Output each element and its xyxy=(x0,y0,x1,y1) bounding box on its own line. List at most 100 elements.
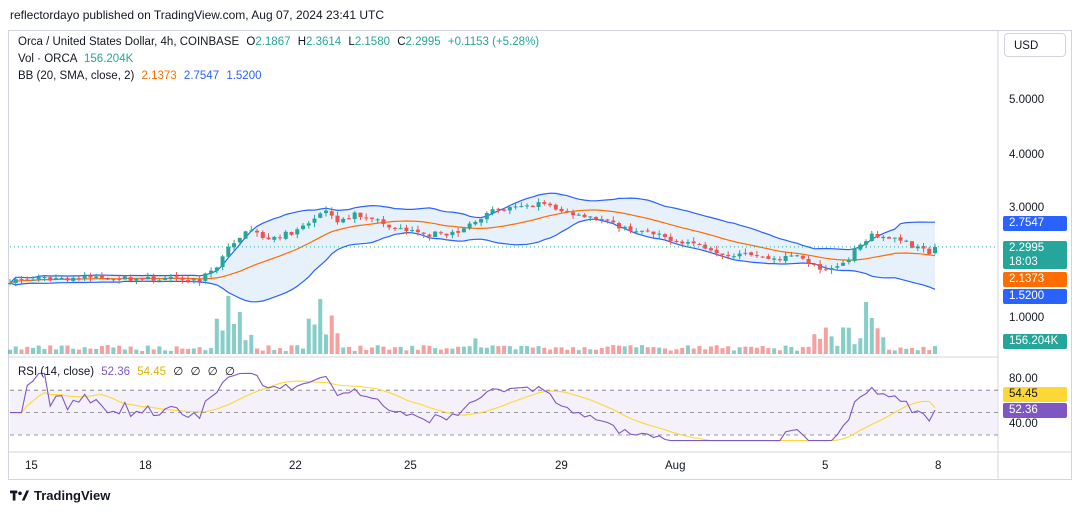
volume-bar xyxy=(387,349,392,354)
candle-body xyxy=(611,220,616,223)
candle-body xyxy=(892,237,897,239)
candle-body xyxy=(576,214,581,216)
volume-bar xyxy=(352,350,357,354)
volume-bar xyxy=(507,346,512,354)
volume-bar xyxy=(404,350,409,354)
candle-body xyxy=(232,243,237,248)
volume-bar xyxy=(444,348,449,354)
volume-bar xyxy=(869,318,874,354)
volume-bar xyxy=(174,346,179,354)
candle-body xyxy=(381,219,386,225)
volume-bar xyxy=(651,347,656,354)
candle-body xyxy=(283,231,288,239)
volume-bar xyxy=(71,348,76,354)
currency-button[interactable]: USD xyxy=(1004,33,1066,57)
candle-body xyxy=(82,275,87,279)
candle-body xyxy=(772,258,777,260)
candle-body xyxy=(662,234,667,237)
candle-body xyxy=(266,237,271,240)
bb-mid-tag: 2.1373 xyxy=(1003,272,1067,287)
volume-bar xyxy=(772,348,777,354)
volume-bar xyxy=(99,346,104,354)
volume-bar xyxy=(496,346,501,354)
volume-bar xyxy=(433,348,438,354)
candle-body xyxy=(530,205,535,208)
volume-bar xyxy=(381,346,386,354)
candle-body xyxy=(36,277,41,280)
volume-bar xyxy=(513,349,518,354)
candle-body xyxy=(490,209,495,214)
volume-bar xyxy=(576,350,581,354)
volume-bar xyxy=(731,350,736,354)
candle-body xyxy=(392,227,397,229)
volume-bar xyxy=(812,334,817,354)
time-tick-5: 5 xyxy=(822,460,829,472)
candle-body xyxy=(191,279,196,281)
candle-body xyxy=(249,230,254,232)
volume-bar xyxy=(473,338,478,354)
bb-legend: BB (20, SMA, close, 2) 2.1373 2.7547 1.5… xyxy=(18,70,262,82)
candle-countdown: 18:03 xyxy=(1009,256,1038,268)
volume-bar xyxy=(726,346,731,354)
candle-body xyxy=(766,256,771,259)
volume-bar xyxy=(42,349,47,354)
candle-body xyxy=(680,241,685,244)
volume-bar xyxy=(645,347,650,354)
candle-body xyxy=(456,231,461,233)
volume-bar xyxy=(65,345,70,354)
candle-body xyxy=(427,234,432,237)
candle-body xyxy=(163,277,168,280)
tradingview-footer[interactable]: TradingView xyxy=(10,488,110,503)
candle-body xyxy=(7,283,13,285)
candle-body xyxy=(674,240,679,242)
volume-bar xyxy=(737,347,742,354)
candle-body xyxy=(13,279,18,283)
volume-bar xyxy=(318,299,323,354)
candle-body xyxy=(473,221,478,225)
volume-bar xyxy=(553,347,558,354)
volume-bar xyxy=(335,333,340,354)
volume-bar xyxy=(594,349,599,354)
attribution-text: reflectordayo published on TradingView.c… xyxy=(10,8,385,22)
volume-bar xyxy=(662,348,667,354)
price-tick-1: 1.0000 xyxy=(1009,312,1045,324)
volume-bar xyxy=(392,347,397,354)
volume-bar xyxy=(421,345,426,354)
volume-bar xyxy=(490,345,495,354)
candle-body xyxy=(76,278,81,280)
volume-bar xyxy=(450,348,455,354)
candle-body xyxy=(410,230,415,232)
candle-body xyxy=(369,217,374,219)
candle-body xyxy=(375,219,380,221)
candle-body xyxy=(53,278,58,280)
volume-bar xyxy=(243,340,248,354)
volume-bar xyxy=(59,345,64,354)
candle-body xyxy=(461,228,466,233)
candle-body xyxy=(295,229,300,235)
candle-body xyxy=(88,275,93,278)
volume-bar xyxy=(53,349,58,354)
candle-body xyxy=(19,278,24,280)
volume-bar xyxy=(668,350,673,354)
volume-bar xyxy=(639,345,644,354)
volume-bar xyxy=(249,334,254,354)
candle-body xyxy=(237,237,242,243)
candle-body xyxy=(795,255,800,257)
volume-bar xyxy=(76,349,81,354)
candle-body xyxy=(94,276,99,278)
volume-bar xyxy=(157,346,162,354)
volume-bar xyxy=(82,347,87,354)
volume-bar xyxy=(134,349,139,354)
volume-bar xyxy=(720,348,725,354)
candle-body xyxy=(622,226,627,229)
rsi-extras: ∅ ∅ ∅ ∅ xyxy=(173,366,237,378)
volume-bar xyxy=(743,346,748,354)
volume-bar xyxy=(329,315,334,354)
rsi-label: RSI (14, close) xyxy=(18,366,95,378)
volume-bar xyxy=(783,345,788,354)
volume-bar xyxy=(789,346,794,354)
candle-body xyxy=(513,206,518,208)
candle-body xyxy=(812,264,817,266)
volume-bar xyxy=(301,348,306,354)
